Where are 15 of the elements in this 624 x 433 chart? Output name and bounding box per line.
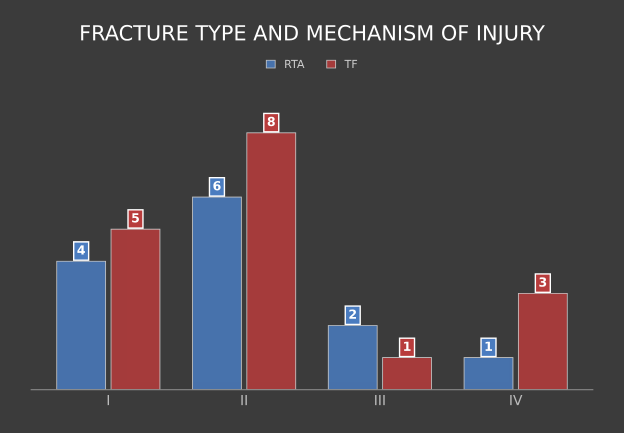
x-tick-label: IV xyxy=(510,394,522,406)
data-label: 4 xyxy=(77,245,85,254)
x-tick-label: II xyxy=(241,394,247,406)
data-label: 6 xyxy=(213,181,221,190)
legend-label: RTA xyxy=(285,60,304,68)
data-label: 8 xyxy=(268,116,275,126)
chart-title: FRACTURE TYPE AND MECHANISM OF INJURY xyxy=(81,24,545,45)
data-label: 3 xyxy=(539,277,546,287)
legend-label: TF xyxy=(344,60,358,68)
data-label: 1 xyxy=(486,342,492,351)
x-tick-label: III xyxy=(375,394,385,406)
data-label: 2 xyxy=(349,309,356,319)
x-tick-label: I xyxy=(108,394,110,406)
data-label: 1 xyxy=(404,342,411,351)
data-label: 5 xyxy=(132,213,139,223)
